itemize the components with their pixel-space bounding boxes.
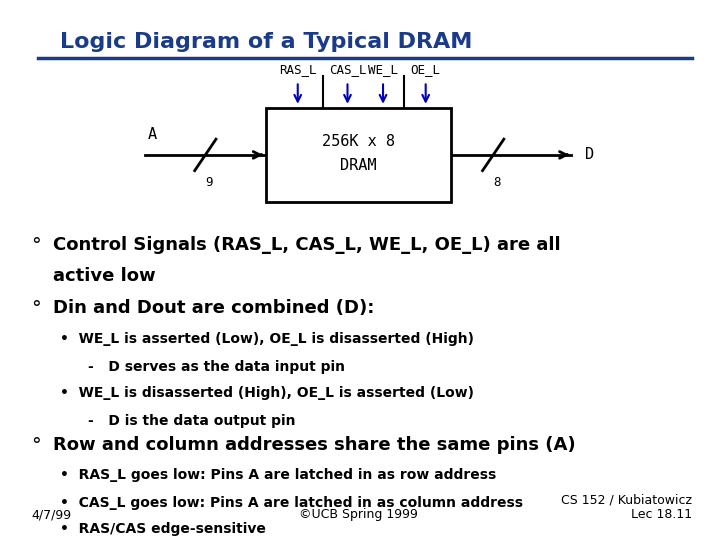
Text: Logic Diagram of a Typical DRAM: Logic Diagram of a Typical DRAM xyxy=(60,32,472,52)
Text: OE_L: OE_L xyxy=(410,63,441,76)
Text: •  RAS_L goes low: Pins A are latched in as row address: • RAS_L goes low: Pins A are latched in … xyxy=(60,468,496,482)
Text: °: ° xyxy=(31,299,41,318)
Text: RAS_L: RAS_L xyxy=(279,63,317,76)
Text: Din and Dout are combined (D):: Din and Dout are combined (D): xyxy=(53,299,374,317)
Text: WE_L: WE_L xyxy=(368,63,398,76)
Text: DRAM: DRAM xyxy=(340,158,377,173)
Text: 4/7/99: 4/7/99 xyxy=(31,508,71,521)
Text: •  WE_L is asserted (Low), OE_L is disasserted (High): • WE_L is asserted (Low), OE_L is disass… xyxy=(60,332,474,346)
Text: CS 152 / Kubiatowicz
Lec 18.11: CS 152 / Kubiatowicz Lec 18.11 xyxy=(561,493,692,521)
Text: active low: active low xyxy=(53,267,155,285)
Text: •  RAS/CAS edge-sensitive: • RAS/CAS edge-sensitive xyxy=(60,522,266,536)
Text: Row and column addresses share the same pins (A): Row and column addresses share the same … xyxy=(53,436,575,454)
Text: -   D serves as the data input pin: - D serves as the data input pin xyxy=(88,360,345,374)
Text: ©UCB Spring 1999: ©UCB Spring 1999 xyxy=(299,508,418,521)
Text: -   D is the data output pin: - D is the data output pin xyxy=(88,414,296,428)
Text: 8: 8 xyxy=(493,176,500,189)
Text: •  CAS_L goes low: Pins A are latched in as column address: • CAS_L goes low: Pins A are latched in … xyxy=(60,496,523,510)
Text: D: D xyxy=(585,147,594,163)
Text: CAS_L: CAS_L xyxy=(329,63,366,76)
Text: °: ° xyxy=(31,436,41,455)
Text: 256K x 8: 256K x 8 xyxy=(322,134,395,149)
Text: A: A xyxy=(148,127,156,142)
Text: 9: 9 xyxy=(205,176,212,189)
Bar xyxy=(266,107,451,202)
Text: °: ° xyxy=(31,236,41,255)
Text: •  WE_L is disasserted (High), OE_L is asserted (Low): • WE_L is disasserted (High), OE_L is as… xyxy=(60,386,474,400)
Text: Control Signals (RAS_L, CAS_L, WE_L, OE_L) are all: Control Signals (RAS_L, CAS_L, WE_L, OE_… xyxy=(53,236,560,254)
